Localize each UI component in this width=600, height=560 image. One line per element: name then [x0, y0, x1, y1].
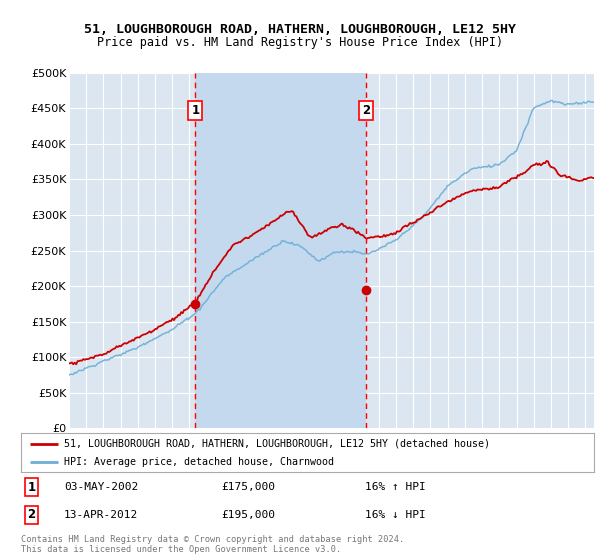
Text: 2: 2	[27, 508, 35, 521]
Text: £175,000: £175,000	[221, 482, 275, 492]
Text: 16% ↑ HPI: 16% ↑ HPI	[365, 482, 425, 492]
Text: 1: 1	[27, 481, 35, 494]
Text: Price paid vs. HM Land Registry's House Price Index (HPI): Price paid vs. HM Land Registry's House …	[97, 36, 503, 49]
Text: 51, LOUGHBOROUGH ROAD, HATHERN, LOUGHBOROUGH, LE12 5HY (detached house): 51, LOUGHBOROUGH ROAD, HATHERN, LOUGHBOR…	[64, 438, 490, 449]
Text: 13-APR-2012: 13-APR-2012	[64, 510, 138, 520]
Text: 03-MAY-2002: 03-MAY-2002	[64, 482, 138, 492]
Text: 51, LOUGHBOROUGH ROAD, HATHERN, LOUGHBOROUGH, LE12 5HY: 51, LOUGHBOROUGH ROAD, HATHERN, LOUGHBOR…	[84, 22, 516, 36]
Text: 2: 2	[362, 104, 371, 117]
Bar	[196, 73, 367, 428]
Text: HPI: Average price, detached house, Charnwood: HPI: Average price, detached house, Char…	[64, 457, 334, 467]
Text: 16% ↓ HPI: 16% ↓ HPI	[365, 510, 425, 520]
Text: Contains HM Land Registry data © Crown copyright and database right 2024.
This d: Contains HM Land Registry data © Crown c…	[21, 535, 404, 554]
Text: 1: 1	[191, 104, 199, 117]
Text: £195,000: £195,000	[221, 510, 275, 520]
